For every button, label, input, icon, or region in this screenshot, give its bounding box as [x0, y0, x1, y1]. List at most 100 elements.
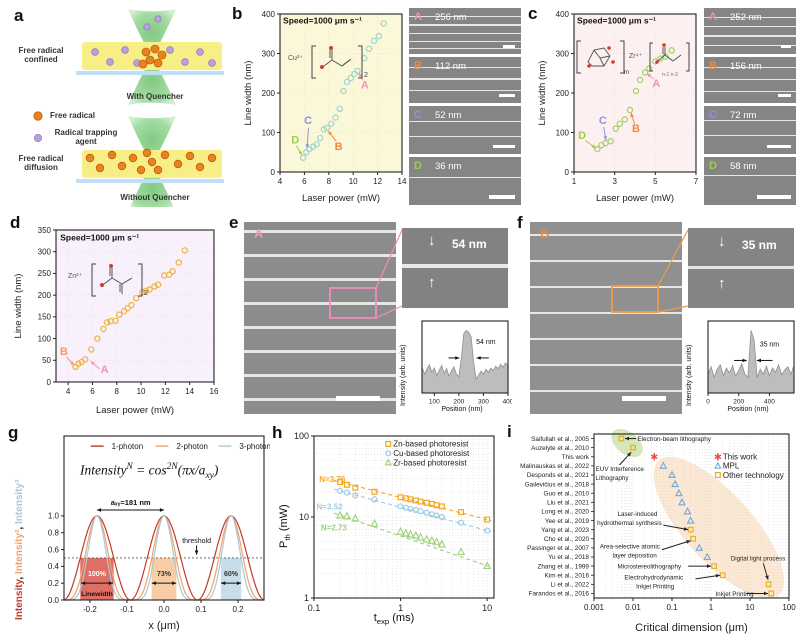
h-xlabel: texp (ms)	[373, 612, 415, 627]
acrylate-sketch-2	[649, 42, 690, 72]
scale-bar	[489, 194, 515, 199]
svg-text:73%: 73%	[157, 571, 172, 578]
svg-text:Zhang et al., 1999: Zhang et al., 1999	[537, 563, 589, 570]
svg-text:layer deposition: layer deposition	[613, 553, 658, 560]
scale-bar	[499, 93, 515, 97]
svg-text:Yee et al., 2019: Yee et al., 2019	[545, 518, 590, 525]
svg-text:Speed=1000 μm s⁻¹: Speed=1000 μm s⁻¹	[577, 16, 656, 26]
svg-text:100: 100	[782, 603, 796, 612]
substrate-bottom	[76, 179, 224, 183]
svg-text:400: 400	[764, 399, 775, 406]
sem-f-zoom-inset: ↓ 35 nm ↑	[688, 228, 794, 308]
sem-f-width-label: 35 nm	[742, 238, 777, 252]
sem-e-width-label: 54 nm	[452, 237, 487, 251]
svg-text:Zn-based photoresist: Zn-based photoresist	[393, 440, 469, 449]
chart-c: Speed=1000 μm s⁻¹ A B C D 1 3 5 7 0 100 200 300 400 La…	[537, 10, 699, 204]
svg-text:7: 7	[694, 177, 699, 186]
svg-text:10: 10	[349, 177, 358, 186]
svg-text:300: 300	[262, 49, 276, 58]
svg-text:Microstereolithography: Microstereolithography	[617, 564, 682, 571]
svg-text:aₓᵧ=181 nm: aₓᵧ=181 nm	[111, 498, 151, 507]
svg-text:Auzelyte et al., 2010: Auzelyte et al., 2010	[531, 445, 589, 452]
svg-text:50: 50	[42, 356, 51, 365]
svg-text:Laser power (mW): Laser power (mW)	[96, 405, 174, 416]
svg-text:4: 4	[278, 177, 283, 186]
sem-b-A-letter: A	[414, 11, 422, 23]
svg-text:Zr-based photoresist: Zr-based photoresist	[393, 458, 467, 467]
svg-text:Other technology: Other technology	[723, 471, 784, 480]
svg-text:200: 200	[733, 399, 744, 406]
free-radical-dots-top	[138, 44, 167, 69]
label-confined: Free radical confined	[18, 46, 64, 65]
svg-text:C: C	[304, 115, 312, 127]
svg-text:Speed=1000 μm s⁻¹: Speed=1000 μm s⁻¹	[60, 232, 139, 242]
svg-text:-0.1: -0.1	[120, 605, 134, 614]
svg-text:0.001: 0.001	[584, 603, 605, 612]
svg-text:10: 10	[299, 512, 309, 522]
svg-text:Long et al., 2020: Long et al., 2020	[541, 509, 589, 516]
svg-text:Laser power (mW): Laser power (mW)	[302, 193, 380, 204]
svg-text:54 nm: 54 nm	[476, 339, 496, 346]
profile-f-ylabel: Intensity (arb. units)	[686, 344, 693, 406]
svg-text:B: B	[632, 123, 640, 135]
svg-text:14: 14	[398, 177, 407, 186]
zn-complex-structure: Zn²⁺ 2	[68, 258, 152, 302]
svg-text:A: A	[652, 78, 660, 90]
legend-trapping-agent: Radical trapping agent	[54, 128, 118, 147]
sem-f-mark: B	[540, 226, 550, 241]
panel-letter-c: c	[528, 4, 538, 23]
panel-letter-h: h	[272, 423, 283, 442]
svg-text:Guo et al., 2010: Guo et al., 2010	[544, 490, 590, 497]
legend-trapping-agent-icon	[34, 133, 43, 142]
sem-b-D: D 36 nm	[409, 157, 521, 205]
sem-c-C: C 72 nm	[704, 106, 796, 154]
profile-f-chart: 35 nm 0 200 400	[706, 320, 795, 406]
svg-text:N=3.52: N=3.52	[317, 503, 344, 512]
svg-text:A: A	[361, 79, 369, 91]
zn-ion-label: Zn²⁺	[68, 273, 83, 280]
sem-b-B: B 112 nm	[409, 57, 521, 103]
svg-text:0: 0	[271, 168, 276, 177]
sem-c-A-value: 252 nm	[730, 12, 762, 23]
svg-text:3-photon: 3-photon	[239, 442, 270, 451]
svg-text:250: 250	[38, 269, 52, 278]
laser-focus-bottom	[128, 116, 176, 207]
svg-text:0.8: 0.8	[48, 529, 60, 538]
label-with-quencher: With Quencher	[126, 92, 184, 101]
svg-text:D: D	[291, 135, 299, 147]
svg-text:1.0: 1.0	[48, 512, 60, 521]
svg-text:200: 200	[262, 89, 276, 98]
sem-c-B: B 156 nm	[704, 57, 796, 103]
svg-text:Speed=1000 μm s⁻¹: Speed=1000 μm s⁻¹	[283, 16, 362, 26]
svg-text:-0.2: -0.2	[83, 605, 97, 614]
svg-text:Critical dimension (μm): Critical dimension (μm)	[635, 622, 748, 634]
svg-text:60%: 60%	[224, 571, 239, 578]
svg-text:0.1: 0.1	[308, 603, 321, 613]
svg-text:C: C	[599, 115, 607, 127]
sem-c-D-value: 58 nm	[730, 161, 757, 172]
panel-letter-a: a	[14, 6, 24, 25]
svg-text:10: 10	[746, 603, 755, 612]
sem-c-D-letter: D	[709, 160, 717, 172]
acrylate-sketch	[311, 45, 363, 79]
svg-text:1: 1	[398, 603, 403, 613]
svg-text:100: 100	[556, 128, 570, 137]
svg-text:N=2.73: N=2.73	[321, 524, 348, 533]
svg-text:Farandos et al., 2016: Farandos et al., 2016	[529, 591, 590, 598]
svg-text:1: 1	[304, 593, 309, 603]
label-diffusion: Free radical diffusion	[18, 154, 64, 173]
sem-b-C-value: 52 nm	[435, 110, 462, 121]
svg-text:5: 5	[653, 177, 658, 186]
scale-bar	[781, 44, 791, 48]
svg-text:MPL: MPL	[723, 462, 740, 471]
svg-text:100: 100	[38, 334, 52, 343]
scale-bar	[493, 144, 515, 148]
zr-sub-m: m	[624, 70, 629, 76]
svg-text:B: B	[335, 141, 343, 153]
svg-text:400: 400	[503, 399, 512, 406]
svg-text:0: 0	[706, 399, 710, 406]
svg-text:Line width (nm): Line width (nm)	[537, 61, 548, 126]
sem-b-C: C 52 nm	[409, 106, 521, 154]
label-without-quencher: Without Quencher	[120, 193, 190, 202]
substrate-top	[76, 71, 224, 75]
